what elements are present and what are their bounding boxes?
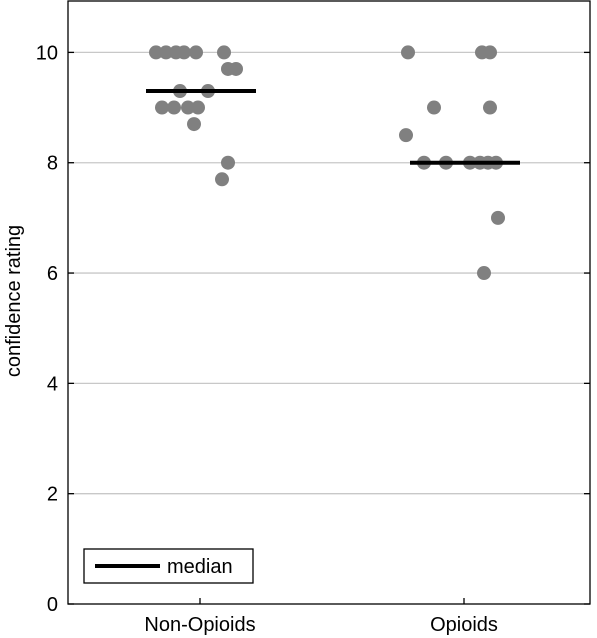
data-point: [221, 155, 235, 170]
x-tick-label: Opioids: [430, 614, 498, 636]
data-point: [159, 45, 173, 60]
data-point: [187, 117, 201, 132]
data-point: [483, 45, 497, 60]
x-tick-label: Non-Opioids: [144, 614, 255, 636]
legend: median: [83, 548, 254, 584]
data-point: [167, 100, 181, 115]
data-point: [149, 45, 163, 60]
tick-labels: 0 2 4 6 8 10 Non-Opioids Opioids: [36, 42, 498, 636]
y-tick-label: 6: [47, 263, 58, 285]
y-tick-label: 2: [47, 484, 58, 506]
data-point: [217, 45, 231, 60]
data-point: [427, 100, 441, 115]
data-point: [181, 100, 195, 115]
data-point: [483, 100, 497, 115]
data-point: [229, 61, 243, 76]
data-point: [401, 45, 415, 60]
data-point: [399, 128, 413, 143]
legend-label: median: [167, 556, 233, 578]
data-point: [177, 45, 191, 60]
axes: [67, 0, 591, 605]
y-tick-label: 10: [36, 42, 58, 64]
data-point: [155, 100, 169, 115]
y-tick-label: 0: [47, 594, 58, 616]
grid-lines: [68, 51, 590, 495]
data-point: [477, 266, 491, 281]
median-lines: [146, 89, 520, 165]
plot-frame: [67, 0, 591, 605]
y-axis-label: confidence rating: [3, 225, 25, 377]
data-point: [491, 210, 505, 225]
y-tick-label: 4: [47, 373, 58, 395]
data-point: [215, 172, 229, 187]
data-point: [191, 100, 205, 115]
data-point: [189, 45, 203, 60]
y-tick-label: 8: [47, 153, 58, 175]
